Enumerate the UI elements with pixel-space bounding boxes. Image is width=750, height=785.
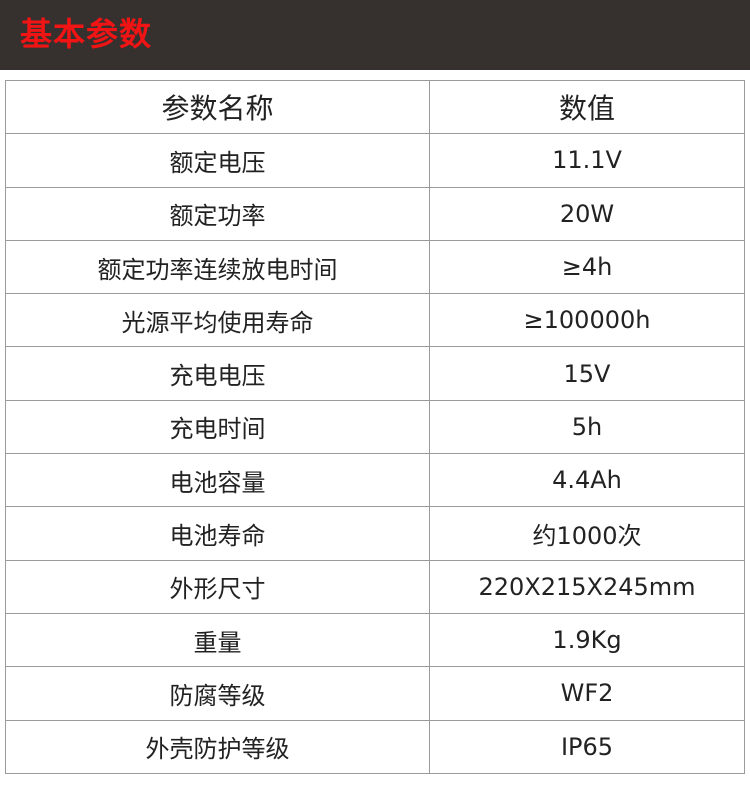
param-name-cell: 电池寿命: [5, 506, 430, 561]
header-param-name: 参数名称: [5, 79, 430, 135]
table-row: 光源平均使用寿命 ≥100000h: [5, 293, 745, 348]
param-value-cell: WF2: [429, 666, 745, 721]
param-value-cell: 4.4Ah: [429, 453, 745, 508]
param-value-cell: 1.9Kg: [429, 612, 745, 668]
param-value-cell: 11.1V: [429, 133, 745, 188]
table-row: 充电时间 5h: [5, 399, 745, 455]
param-value-cell: 20W: [429, 186, 745, 241]
table-row: 额定电压 11.1V: [5, 133, 745, 188]
table-row: 电池容量 4.4Ah: [5, 453, 745, 508]
section-title: 基本参数: [20, 15, 153, 53]
param-value-cell: 15V: [429, 346, 745, 401]
param-name-cell: 外壳防护等级: [5, 719, 430, 774]
param-value-cell: IP65: [429, 719, 745, 774]
param-value-cell: ≥4h: [429, 239, 745, 295]
table-row: 充电电压 15V: [5, 346, 745, 401]
table-row: 外形尺寸 220X215X245mm: [5, 559, 745, 614]
param-value-cell: 5h: [429, 399, 745, 455]
table-row: 电池寿命 约1000次: [5, 506, 745, 561]
table-row: 重量 1.9Kg: [5, 612, 745, 668]
table-row: 防腐等级 WF2: [5, 666, 745, 721]
param-value-cell: 约1000次: [429, 506, 745, 561]
param-name-cell: 防腐等级: [5, 666, 430, 721]
param-name-cell: 外形尺寸: [5, 559, 430, 614]
table-header-row: 参数名称 数值: [5, 79, 745, 135]
param-name-cell: 额定功率连续放电时间: [5, 239, 430, 295]
param-name-cell: 光源平均使用寿命: [5, 293, 430, 348]
table-row: 额定功率 20W: [5, 186, 745, 241]
param-value-cell: 220X215X245mm: [429, 559, 745, 614]
header-value: 数值: [429, 79, 745, 135]
param-value-cell: ≥100000h: [429, 293, 745, 348]
param-name-cell: 电池容量: [5, 453, 430, 508]
param-name-cell: 重量: [5, 612, 430, 668]
param-name-cell: 额定功率: [5, 186, 430, 241]
param-name-cell: 充电时间: [5, 399, 430, 455]
param-name-cell: 充电电压: [5, 346, 430, 401]
table-row: 外壳防护等级 IP65: [5, 719, 745, 774]
section-banner: 基本参数: [0, 0, 750, 70]
spec-table: 参数名称 数值 额定电压 11.1V 额定功率 20W 额定功率连续放电时间 ≥4h 光源平…: [5, 79, 745, 774]
param-name-cell: 额定电压: [5, 133, 430, 188]
table-row: 额定功率连续放电时间 ≥4h: [5, 239, 745, 295]
